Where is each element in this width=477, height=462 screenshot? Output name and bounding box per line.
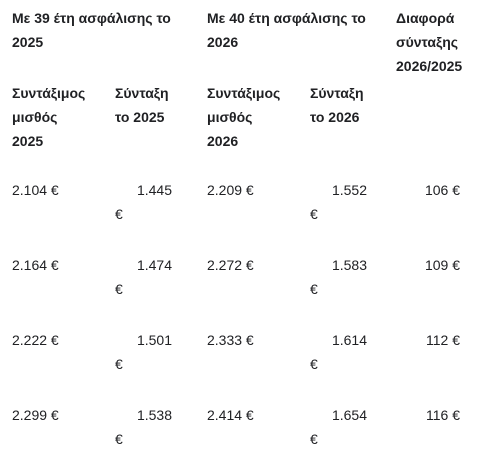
- pension-2025-header-line2: το 2025: [115, 109, 165, 125]
- difference-header-line3: 2026/2025: [396, 58, 463, 74]
- row2-difference: 109 €: [424, 257, 460, 273]
- row1-pension-2026-euro: €: [310, 206, 318, 222]
- group-header-2026-line2: 2026: [207, 34, 239, 50]
- row1-pension-2025-euro: €: [115, 206, 123, 222]
- row4-pension-2025-euro: €: [115, 431, 123, 447]
- row4-salary-2026: 2.414 €: [207, 407, 254, 423]
- salary-2025-header-line3: 2025: [12, 133, 44, 149]
- group-header-2025-line2: 2025: [12, 34, 44, 50]
- row2-salary-2026: 2.272 €: [207, 257, 254, 273]
- row1-pension-2026: 1.552: [331, 182, 367, 198]
- row4-salary-2025: 2.299 €: [12, 407, 59, 423]
- row1-difference: 106 €: [424, 182, 460, 198]
- difference-header-line2: σύνταξης: [396, 34, 459, 50]
- row2-pension-2026-euro: €: [310, 281, 318, 297]
- row4-pension-2025: 1.538: [136, 407, 172, 423]
- salary-2025-header-line1: Συντάξιμος: [12, 85, 86, 101]
- row4-difference: 116 €: [426, 407, 460, 423]
- row1-salary-2026: 2.209 €: [207, 182, 254, 198]
- row2-pension-2025-euro: €: [115, 281, 123, 297]
- row4-pension-2026: 1.654: [331, 407, 367, 423]
- row3-pension-2026-euro: €: [310, 356, 318, 372]
- row2-pension-2026: 1.583: [331, 257, 367, 273]
- pension-2026-header-line2: το 2026: [310, 109, 360, 125]
- difference-header-line1: Διαφορά: [396, 10, 455, 26]
- row1-pension-2025: 1.445: [136, 182, 172, 198]
- row3-salary-2025: 2.222 €: [12, 332, 59, 348]
- row4-pension-2026-euro: €: [310, 431, 318, 447]
- salary-2026-header-line2: μισθός: [207, 109, 253, 125]
- pension-2026-header-line1: Σύνταξη: [310, 85, 364, 101]
- row2-pension-2025: 1.474: [136, 257, 172, 273]
- pension-2025-header-line1: Σύνταξη: [115, 85, 169, 101]
- row2-salary-2025: 2.164 €: [12, 257, 59, 273]
- group-header-2026-line1: Με 40 έτη ασφάλισης το: [207, 10, 366, 26]
- row3-salary-2026: 2.333 €: [207, 332, 254, 348]
- row3-pension-2025: 1.501: [136, 332, 172, 348]
- row1-salary-2025: 2.104 €: [12, 182, 59, 198]
- row3-difference: 112 €: [426, 332, 460, 348]
- salary-2026-header-line3: 2026: [207, 133, 239, 149]
- group-header-2025-line1: Με 39 έτη ασφάλισης το: [12, 10, 171, 26]
- salary-2025-header-line2: μισθός: [12, 109, 58, 125]
- salary-2026-header-line1: Συντάξιμος: [207, 85, 281, 101]
- row3-pension-2025-euro: €: [115, 356, 123, 372]
- row3-pension-2026: 1.614: [331, 332, 367, 348]
